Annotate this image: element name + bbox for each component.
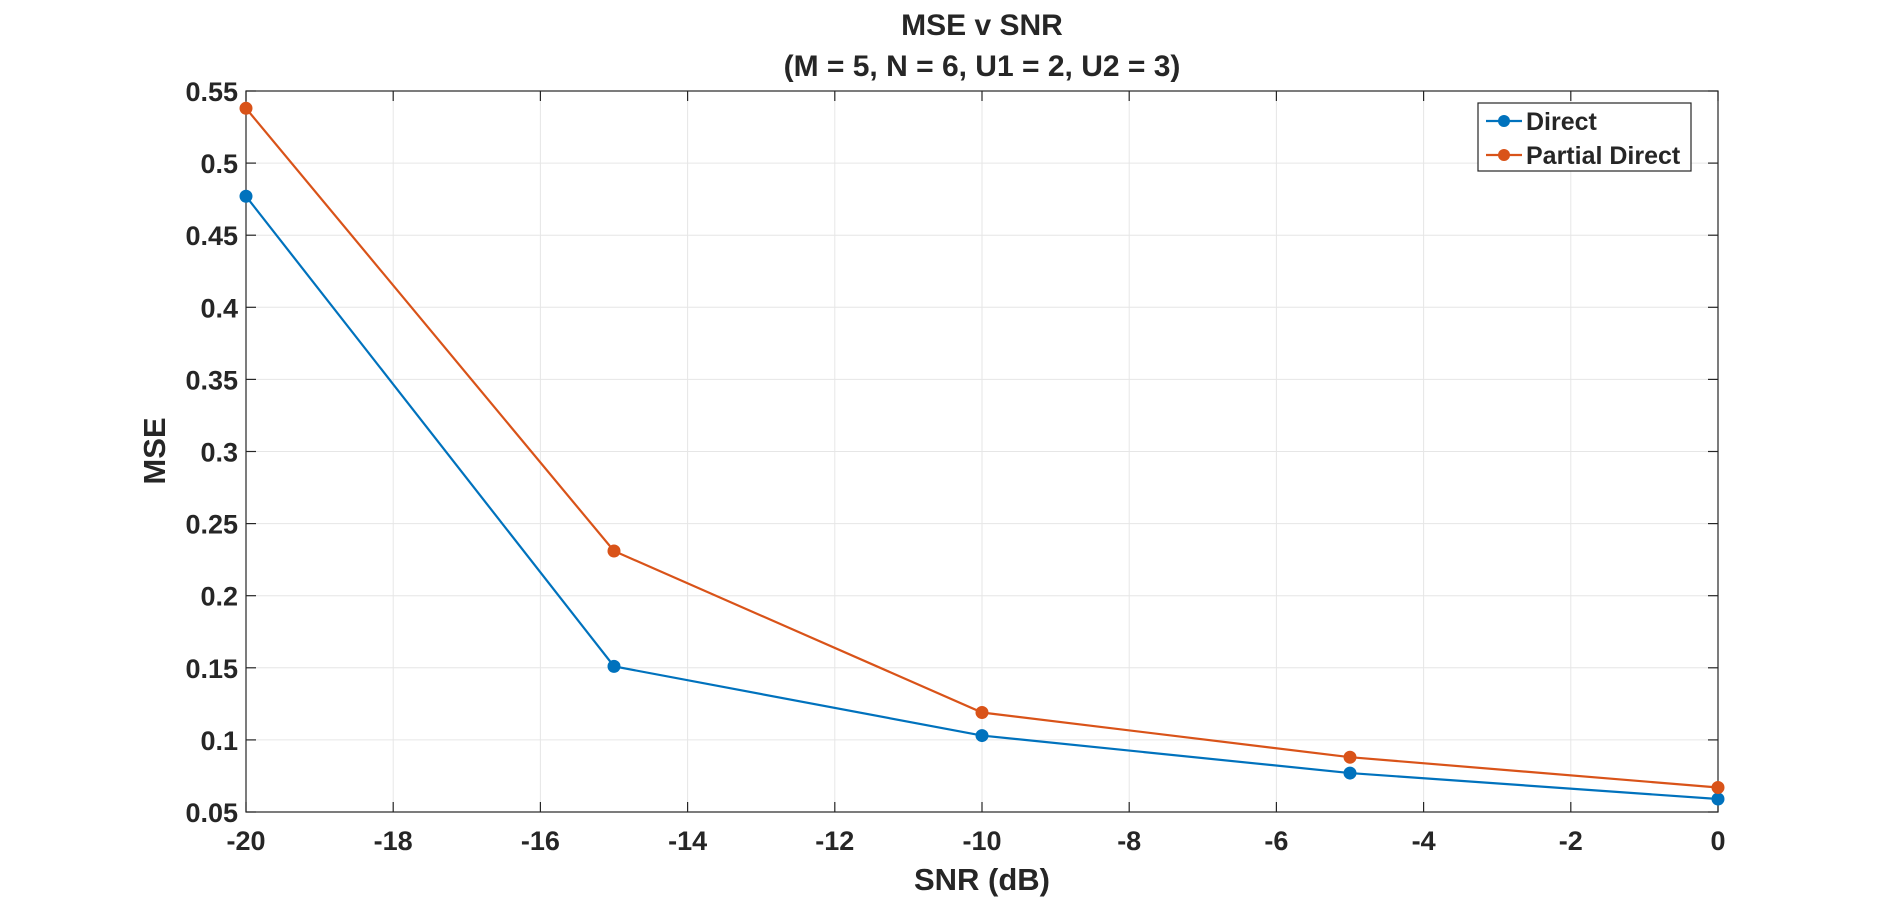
data-point bbox=[975, 706, 989, 720]
series-1 bbox=[239, 101, 1725, 794]
legend: Direct Partial Direct bbox=[1477, 102, 1692, 172]
legend-item: Partial Direct bbox=[1486, 142, 1681, 170]
series-layer bbox=[239, 101, 1725, 806]
axes: -20 -18 -16 -14 -12 -10 -8 -6 -4 -2 00.050.10.150.… bbox=[185, 77, 1725, 856]
legend-swatch-marker bbox=[1498, 115, 1510, 127]
grid bbox=[245, 90, 1719, 813]
data-point bbox=[1711, 780, 1725, 794]
x-tick-label: -16 bbox=[521, 826, 560, 856]
chart-subtitle: (M = 5, N = 6, U1 = 2, U2 = 3) bbox=[784, 50, 1181, 83]
data-point bbox=[975, 729, 989, 743]
data-point bbox=[1343, 766, 1357, 780]
y-tick-label: 0.3 bbox=[200, 438, 238, 468]
y-tick-label: 0.25 bbox=[185, 510, 238, 540]
y-tick-label: 0.1 bbox=[200, 726, 238, 756]
legend-swatch-marker bbox=[1498, 149, 1510, 161]
x-tick-label: -8 bbox=[1117, 826, 1141, 856]
x-tick-label: -12 bbox=[815, 826, 854, 856]
data-point bbox=[607, 544, 621, 558]
data-point bbox=[1343, 750, 1357, 764]
data-point bbox=[607, 659, 621, 673]
y-tick-label: 0.05 bbox=[185, 798, 238, 828]
data-point bbox=[239, 189, 253, 203]
x-tick-label: -14 bbox=[668, 826, 707, 856]
series-0 bbox=[239, 189, 1725, 806]
x-tick-label: 0 bbox=[1710, 826, 1725, 856]
y-tick-label: 0.55 bbox=[185, 77, 238, 107]
y-tick-label: 0.45 bbox=[185, 221, 238, 251]
y-tick-label: 0.5 bbox=[200, 149, 238, 179]
data-point bbox=[1711, 792, 1725, 806]
y-axis-label: MSE bbox=[137, 417, 172, 484]
y-tick-label: 0.4 bbox=[200, 293, 238, 323]
x-tick-label: -20 bbox=[226, 826, 265, 856]
legend-item: Direct bbox=[1486, 108, 1598, 136]
x-tick-label: -18 bbox=[374, 826, 413, 856]
data-point bbox=[239, 101, 253, 115]
x-tick-label: -2 bbox=[1559, 826, 1583, 856]
legend-label: Partial Direct bbox=[1526, 142, 1681, 170]
x-tick-label: -6 bbox=[1264, 826, 1288, 856]
legend-label: Direct bbox=[1526, 108, 1598, 136]
y-tick-label: 0.35 bbox=[185, 365, 238, 395]
legend-box bbox=[1477, 102, 1692, 172]
y-tick-label: 0.15 bbox=[185, 654, 238, 684]
x-tick-label: -10 bbox=[962, 826, 1001, 856]
x-tick-label: -4 bbox=[1412, 826, 1436, 856]
y-tick-label: 0.2 bbox=[200, 582, 238, 612]
x-axis-label: SNR (dB) bbox=[914, 862, 1050, 897]
chart-title: MSE v SNR bbox=[901, 9, 1063, 42]
